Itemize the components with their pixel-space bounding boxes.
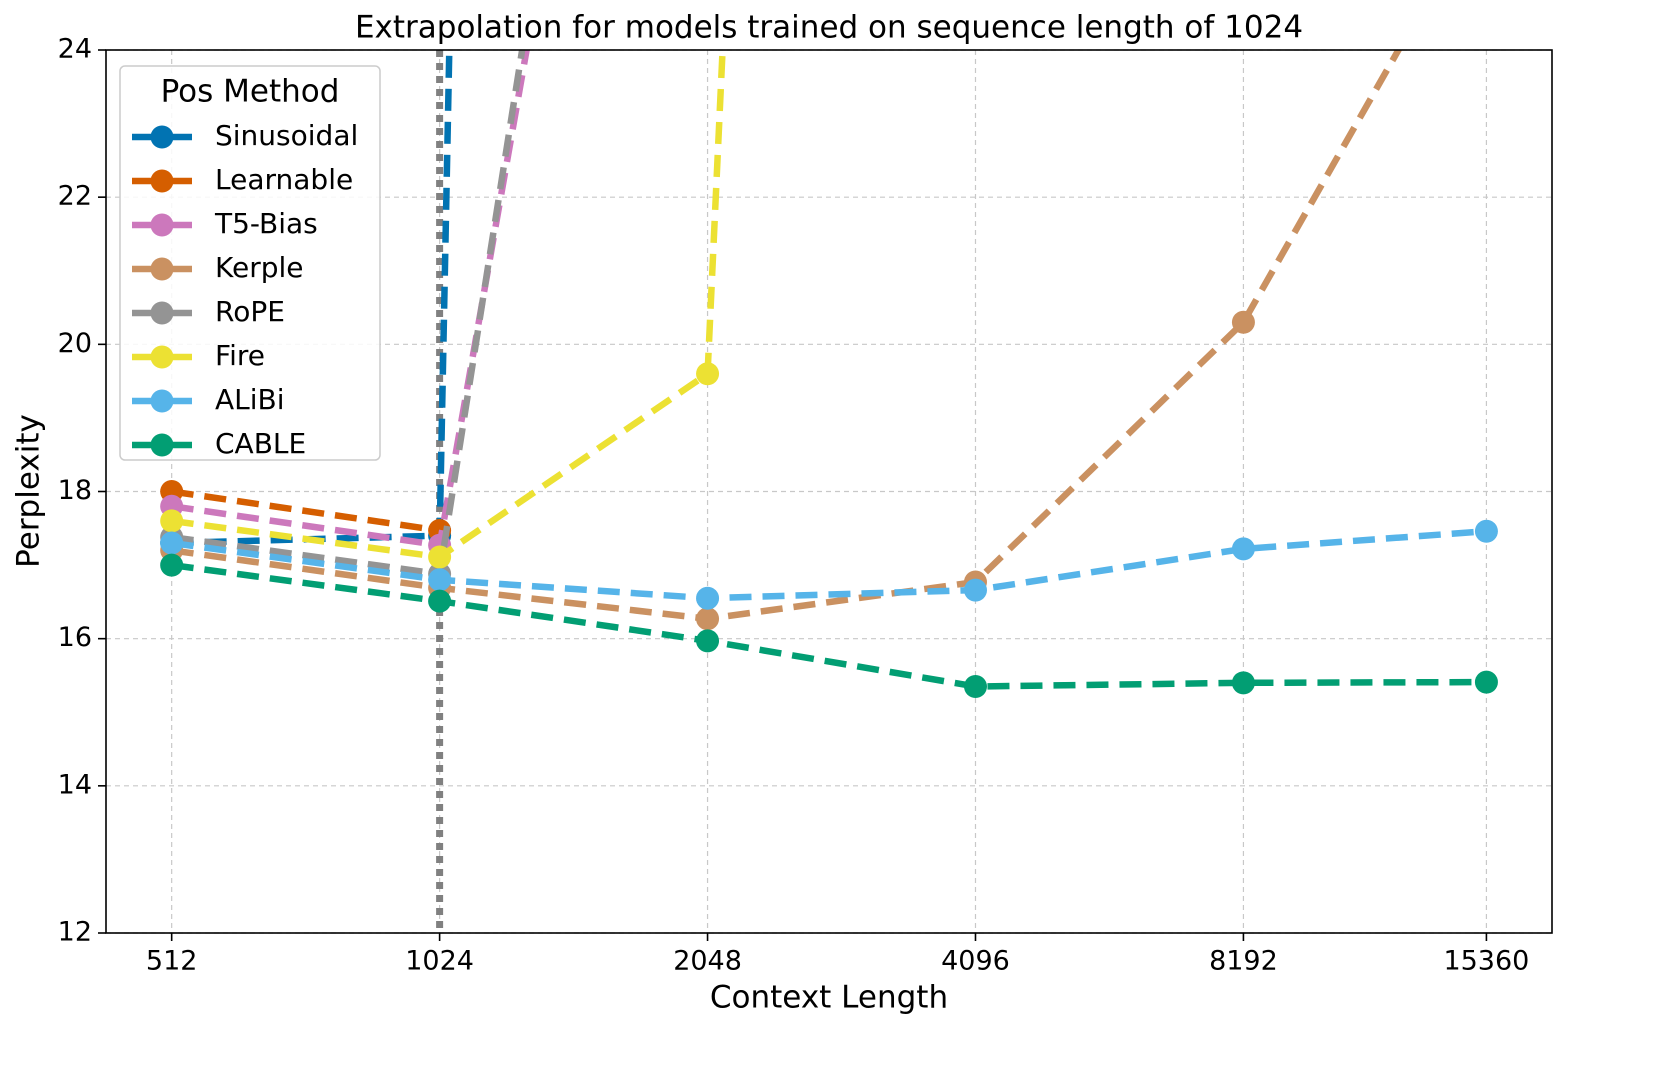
data-point	[1231, 310, 1255, 334]
legend-label: RoPE	[215, 295, 285, 328]
chart-title: Extrapolation for models trained on sequ…	[355, 10, 1303, 46]
x-tick-label: 512	[146, 946, 198, 977]
y-tick-label: 18	[58, 475, 92, 506]
data-point	[1231, 671, 1255, 695]
data-point	[1231, 537, 1255, 561]
data-point	[428, 589, 452, 613]
data-point	[696, 586, 720, 610]
y-tick-label: 22	[58, 181, 92, 212]
data-point	[963, 578, 987, 602]
legend-box	[119, 65, 381, 461]
legend-label: Learnable	[215, 163, 353, 196]
legend-marker	[150, 169, 174, 193]
legend-marker	[150, 301, 174, 325]
series-line	[171, 561, 1487, 690]
legend-label: Kerple	[215, 251, 303, 284]
legend-marker	[150, 213, 174, 237]
data-point	[160, 531, 184, 555]
y-axis-label: Perplexity	[11, 414, 47, 568]
y-tick-label: 16	[58, 622, 92, 653]
legend-marker	[150, 257, 174, 281]
legend-label: Fire	[215, 339, 265, 372]
y-tick-label: 20	[58, 328, 92, 359]
x-tick-label: 1024	[405, 946, 474, 977]
data-point	[428, 545, 452, 569]
data-point	[160, 509, 184, 533]
series-line	[171, 527, 1487, 602]
legend-label: ALiBi	[215, 383, 285, 416]
data-point	[696, 607, 720, 631]
data-point	[160, 553, 184, 577]
x-tick-label: 4096	[941, 946, 1010, 977]
legend-title: Pos Method	[161, 74, 340, 110]
legend-marker	[150, 125, 174, 149]
data-point	[696, 362, 720, 386]
x-tick-label: 2048	[673, 946, 742, 977]
legend-label: Sinusoidal	[215, 119, 358, 152]
x-tick-label: 15360	[1443, 946, 1529, 977]
legend-label: T5-Bias	[214, 207, 318, 240]
legend-marker	[150, 433, 174, 457]
legend-label: CABLE	[215, 427, 306, 460]
series-line	[171, 50, 1403, 623]
series-line	[171, 50, 726, 561]
y-tick-label: 24	[58, 34, 92, 65]
y-tick-label: 14	[58, 769, 92, 800]
data-point	[428, 568, 452, 592]
legend-marker	[150, 389, 174, 413]
data-point	[1474, 670, 1498, 694]
legend-marker	[150, 345, 174, 369]
x-axis-label: Context Length	[710, 980, 948, 1016]
data-point	[696, 629, 720, 653]
data-point	[963, 674, 987, 698]
series-line	[171, 488, 441, 534]
x-tick-label: 8192	[1209, 946, 1278, 977]
y-tick-label: 12	[58, 917, 92, 948]
data-point	[1474, 519, 1498, 543]
